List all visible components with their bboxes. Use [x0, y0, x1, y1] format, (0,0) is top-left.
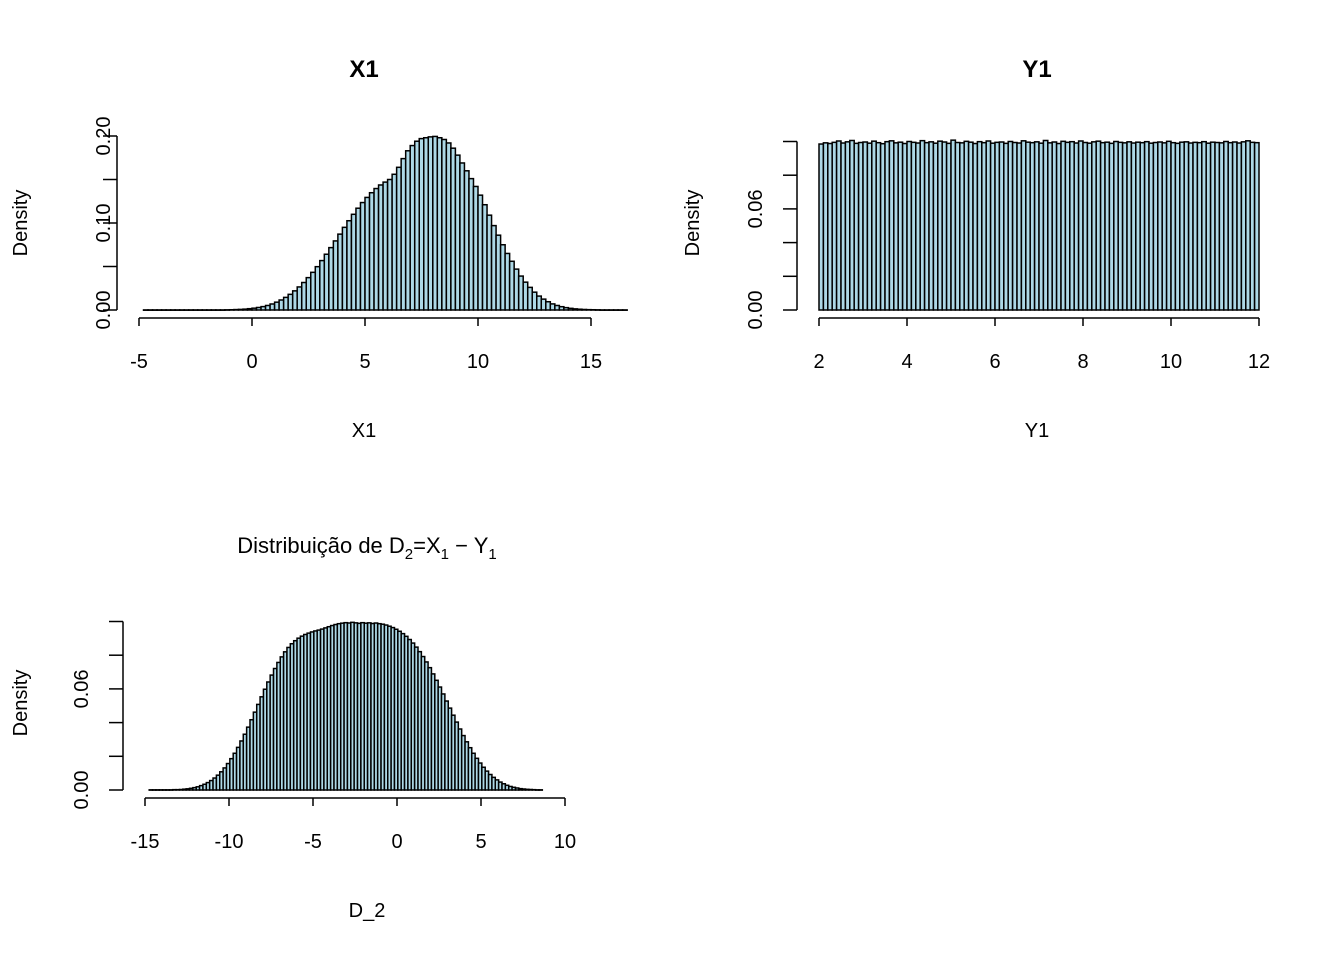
y-tick-label: 0.10: [93, 204, 115, 243]
y-tick-label: 0.20: [93, 117, 115, 156]
x-axis-label: X1: [352, 420, 376, 442]
title-subscript-x: 1: [441, 546, 449, 563]
histogram-bar: [1253, 141, 1260, 311]
x-axis-label: D_2: [349, 900, 386, 922]
x-tick-label: 5: [475, 831, 486, 853]
histogram-panel-x1: X1 -5 0 5 10 15 0.00 0.10 0.20 X1 Density: [10, 56, 628, 442]
histogram-bars: [142, 135, 628, 311]
x-axis: 2 4 6 8 10 12: [813, 317, 1270, 373]
x-tick-label: 8: [1077, 351, 1088, 373]
x-tick-label: 0: [246, 351, 257, 373]
x-tick-label: -15: [131, 831, 160, 853]
title-main: Distribuição de D: [237, 533, 405, 558]
y-axis-label: Density: [682, 190, 704, 257]
x-tick-label: 2: [813, 351, 824, 373]
histogram-bars: [148, 621, 544, 791]
x-tick-label: 10: [1160, 351, 1182, 373]
x-tick-label: 4: [901, 351, 912, 373]
y-axis: 0.00 0.06: [745, 140, 798, 330]
x-tick-label: 12: [1248, 351, 1270, 373]
x-tick-label: 10: [554, 831, 576, 853]
y-tick-label: 0.06: [745, 189, 767, 228]
y-axis: 0.00 0.10 0.20: [93, 117, 118, 330]
title-minus: − Y: [449, 533, 489, 558]
x-tick-label: -5: [130, 351, 148, 373]
y-tick-label: 0.00: [745, 291, 767, 330]
y-tick-label: 0.06: [71, 669, 93, 708]
y-axis-label: Density: [10, 190, 32, 257]
x-tick-label: 15: [580, 351, 602, 373]
title-subscript-d: 2: [405, 546, 413, 563]
y-tick-label: 0.00: [93, 291, 115, 330]
x-axis-label: Y1: [1025, 420, 1049, 442]
x-tick-label: 5: [359, 351, 370, 373]
x-tick-label: -5: [304, 831, 322, 853]
y-tick-label: 0.00: [71, 771, 93, 810]
x-axis: -15 -10 -5 0 5 10: [131, 797, 576, 853]
histogram-panel-y1: Y1 2 4 6 8 10 12 0.00 0.06 Y1 Density: [682, 56, 1270, 442]
histogram-panel-d2: Distribuição de D2=X1 − Y1 -15 -10 -5 0 5 10 …: [10, 533, 576, 922]
y-axis-label: Density: [10, 670, 32, 737]
chart-title: Distribuição de D2=X1 − Y1: [237, 533, 496, 563]
title-mid: =X: [413, 533, 441, 558]
chart-title: X1: [349, 56, 378, 83]
y-axis: 0.00 0.06: [71, 620, 124, 810]
x-tick-label: 10: [467, 351, 489, 373]
title-subscript-y: 1: [488, 546, 496, 563]
x-axis: -5 0 5 10 15: [130, 317, 602, 373]
x-tick-label: 6: [989, 351, 1000, 373]
x-tick-label: 0: [391, 831, 402, 853]
chart-title: Y1: [1022, 56, 1051, 83]
histogram-bars: [818, 139, 1260, 311]
x-tick-label: -10: [215, 831, 244, 853]
